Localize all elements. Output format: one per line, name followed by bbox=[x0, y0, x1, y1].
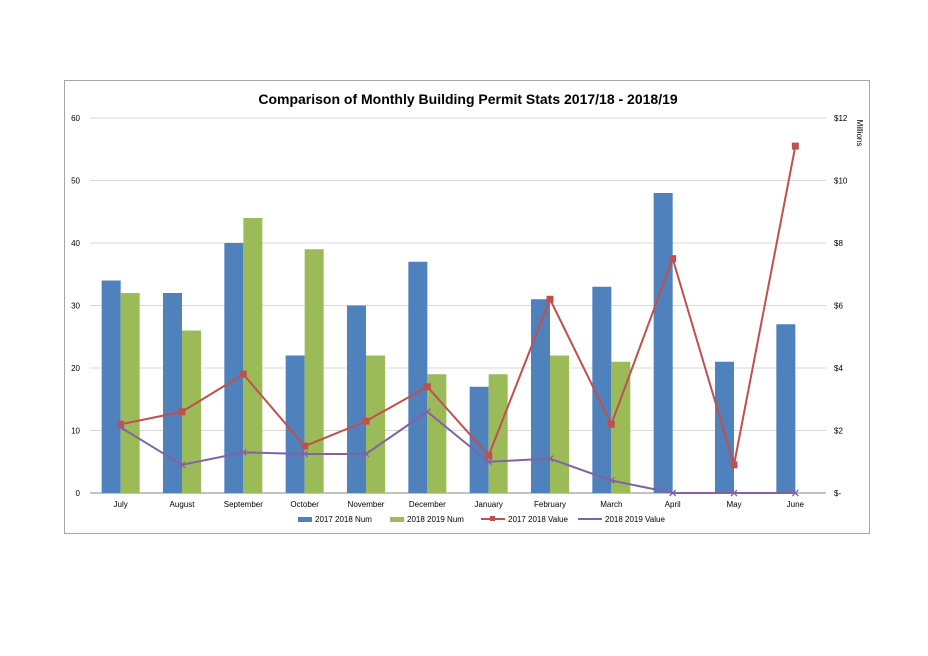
left-tick-label: 50 bbox=[71, 177, 80, 186]
point bbox=[301, 450, 309, 458]
legend-label: 2017 2018 Num bbox=[315, 515, 372, 524]
legend-swatch bbox=[481, 516, 505, 521]
bar bbox=[304, 249, 324, 493]
bar bbox=[182, 330, 201, 493]
legend-swatch bbox=[390, 517, 404, 522]
series-line bbox=[120, 410, 796, 494]
bar bbox=[285, 355, 305, 493]
right-tick-label: $4 bbox=[834, 364, 843, 373]
right-tick-label: $- bbox=[834, 489, 841, 498]
right-axis-label: Millions bbox=[855, 120, 864, 147]
legend-swatch bbox=[298, 517, 312, 522]
x-axis: July August September October November Decemb… bbox=[114, 500, 805, 509]
legend-label: 2018 2019 Value bbox=[605, 515, 665, 524]
bar bbox=[224, 243, 244, 493]
gridlines bbox=[90, 117, 826, 494]
bar bbox=[715, 361, 734, 493]
bar-series bbox=[101, 193, 796, 493]
bar bbox=[550, 355, 569, 493]
right-axis: $- $2 $4 $6 $8 $10 $12 bbox=[834, 114, 848, 498]
x-tick-label: November bbox=[348, 500, 385, 509]
x-tick-label: October bbox=[290, 500, 319, 509]
point bbox=[362, 417, 370, 425]
x-tick-label: April bbox=[665, 500, 681, 509]
point bbox=[239, 448, 247, 456]
bar bbox=[469, 386, 489, 493]
bar bbox=[101, 280, 121, 493]
point bbox=[423, 408, 431, 416]
x-tick-label: August bbox=[170, 500, 196, 509]
point bbox=[730, 489, 738, 497]
point bbox=[546, 295, 554, 303]
bar bbox=[366, 355, 385, 493]
point bbox=[791, 142, 799, 150]
right-tick-label: $2 bbox=[834, 427, 843, 436]
right-tick-label: $6 bbox=[834, 302, 843, 311]
point bbox=[607, 420, 615, 428]
bar bbox=[120, 293, 140, 493]
left-tick-label: 30 bbox=[71, 302, 80, 311]
x-tick-label: May bbox=[726, 500, 741, 509]
bar bbox=[243, 218, 263, 493]
series-line bbox=[120, 145, 797, 466]
point bbox=[239, 370, 247, 378]
x-tick-label: December bbox=[409, 500, 446, 509]
legend-label: 2017 2018 Value bbox=[508, 515, 568, 524]
point bbox=[117, 420, 125, 428]
bar bbox=[347, 305, 366, 493]
point bbox=[546, 455, 554, 463]
chart-title: Comparison of Monthly Building Permit St… bbox=[258, 91, 678, 107]
line-series bbox=[117, 142, 799, 497]
x-tick-label: March bbox=[600, 500, 622, 509]
left-tick-label: 20 bbox=[71, 364, 80, 373]
bar bbox=[427, 374, 447, 493]
bar bbox=[653, 193, 673, 493]
legend-label: 2018 2019 Num bbox=[407, 515, 464, 524]
x-tick-label: January bbox=[474, 500, 502, 509]
point bbox=[423, 383, 431, 391]
point bbox=[485, 452, 493, 459]
right-tick-label: $12 bbox=[834, 114, 848, 123]
bar bbox=[611, 361, 631, 493]
point bbox=[669, 489, 677, 497]
left-tick-label: 60 bbox=[71, 114, 80, 123]
point bbox=[301, 442, 309, 450]
bar bbox=[776, 324, 796, 493]
bar bbox=[408, 261, 428, 493]
point bbox=[791, 489, 799, 497]
left-tick-label: 10 bbox=[71, 427, 80, 436]
point bbox=[669, 255, 677, 263]
point bbox=[730, 461, 738, 469]
point bbox=[178, 461, 186, 469]
x-tick-label: February bbox=[534, 500, 566, 509]
left-tick-label: 0 bbox=[76, 489, 81, 498]
point bbox=[362, 450, 370, 458]
x-tick-label: September bbox=[224, 500, 263, 509]
bar bbox=[163, 293, 182, 493]
left-axis: 0 10 20 30 40 50 60 bbox=[71, 114, 80, 498]
point bbox=[485, 458, 493, 466]
left-tick-label: 40 bbox=[71, 239, 80, 248]
point bbox=[607, 477, 615, 484]
right-tick-label: $10 bbox=[834, 177, 848, 186]
bar bbox=[531, 299, 550, 493]
chart-frame: Comparison of Monthly Building Permit St… bbox=[64, 80, 870, 534]
right-tick-label: $8 bbox=[834, 239, 843, 248]
x-tick-label: July bbox=[114, 500, 128, 509]
point bbox=[117, 423, 125, 431]
x-tick-label: June bbox=[787, 500, 805, 509]
chart: Comparison of Monthly Building Permit St… bbox=[71, 91, 864, 524]
legend: 2017 2018 Num 2018 2019 Num 2017 2018 Valu… bbox=[298, 515, 665, 524]
bar bbox=[592, 286, 612, 493]
point bbox=[178, 408, 186, 416]
